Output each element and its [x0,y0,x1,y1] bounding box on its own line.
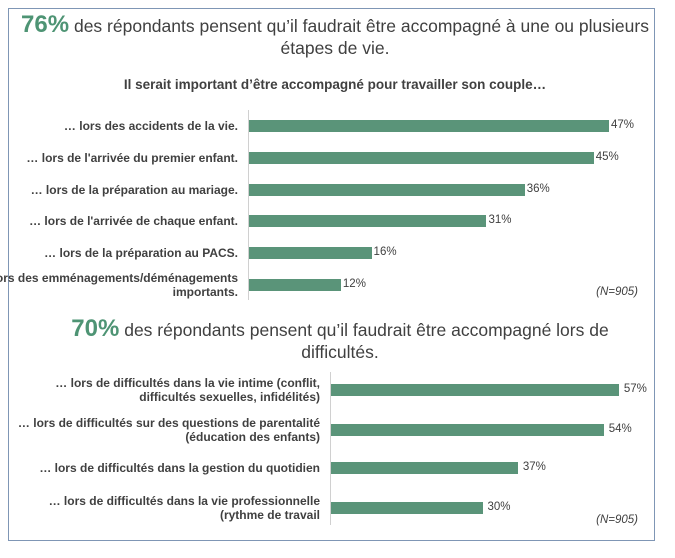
data-label: 30% [487,501,511,513]
category-label: … lors des accidents de la vie. [63,119,238,133]
bar [331,462,518,474]
data-label: 57% [623,383,647,395]
bar [331,384,619,396]
headline-1-text: des répondants pensent qu’il faudrait êt… [73,16,649,58]
data-label: 45% [595,151,619,163]
headline-2-text: des répondants pensent qu’il faudrait êt… [124,320,609,362]
category-label: … lors de la préparation au PACS. [44,246,238,260]
category-label: … lors de l'arrivée du premier enfant. [26,151,238,165]
chart-1-title: Il serait important d’être accompagné po… [123,77,547,92]
category-label: … lors des emménagements/déménagements i… [0,271,238,299]
headline-2: 70% des répondants pensent qu’il faudrai… [40,315,640,363]
category-label: … lors de difficultés sur des questions … [17,416,320,444]
headline-2-pct: 70% [71,315,120,342]
data-label: 16% [373,246,397,258]
bar [249,279,341,291]
data-label: 12% [342,278,366,290]
bar [249,184,525,196]
category-label: … lors de difficultés dans la vie profes… [48,494,320,522]
sample-size-note: (N=905) [596,514,638,526]
data-label: 37% [522,461,546,473]
data-label: 47% [611,119,635,131]
category-label: … lors de la préparation au mariage. [30,183,238,197]
headline-1-pct: 76% [21,11,70,38]
bar [249,152,594,164]
data-label: 54% [608,423,632,435]
category-label: … lors de difficultés dans la gestion du… [39,461,320,475]
bar [249,247,372,259]
bar [249,120,610,132]
bar [331,424,604,436]
data-label: 31% [488,214,512,226]
chart-frame [8,8,655,541]
data-label: 36% [526,183,550,195]
category-label: … lors de l'arrivée de chaque enfant. [29,214,238,228]
axis-line [248,110,249,300]
axis-line [330,372,331,525]
bar [249,215,487,227]
headline-1: 76% des répondants pensent qu’il faudrai… [20,11,650,59]
bar [331,502,483,514]
category-label: … lors de difficultés dans la vie intime… [55,376,320,404]
sample-size-note: (N=905) [596,286,638,298]
